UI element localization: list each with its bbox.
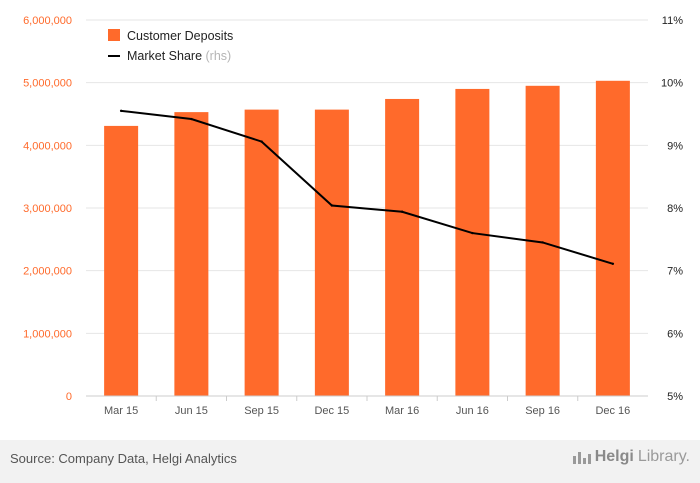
y-axis-left: 0 1,000,000 2,000,000 3,000,000 4,000,000 5,0… bbox=[23, 15, 72, 403]
bar-customer-deposits bbox=[314, 109, 349, 396]
y-right-tick-label: 9% bbox=[667, 140, 683, 152]
x-tick-label: Mar 16 bbox=[385, 405, 419, 417]
bar-customer-deposits bbox=[104, 125, 139, 396]
y-left-tick-label: 5,000,000 bbox=[23, 78, 72, 90]
line-series-market-share bbox=[119, 109, 615, 265]
market-share-point bbox=[330, 204, 334, 207]
x-tick-label: Jun 16 bbox=[456, 405, 489, 417]
x-axis: Mar 15 Jun 15 Sep 15 Dec 15 Mar 16 Jun 16 Sep … bbox=[86, 395, 648, 417]
x-tick-label: Dec 15 bbox=[314, 405, 349, 417]
x-tick-label: Sep 16 bbox=[525, 405, 560, 417]
y-left-tick-label: 1,000,000 bbox=[23, 328, 72, 340]
legend-label-deposits: Customer Deposits bbox=[127, 29, 233, 43]
y-right-tick-label: 10% bbox=[661, 78, 683, 90]
brand-prefix: Helgi bbox=[594, 448, 634, 465]
x-tick-label: Mar 15 bbox=[104, 405, 138, 417]
market-share-line bbox=[121, 109, 614, 265]
bar-customer-deposits bbox=[244, 109, 279, 396]
x-tick-label: Jun 15 bbox=[175, 405, 208, 417]
y-right-tick-label: 7% bbox=[667, 266, 683, 278]
market-share-point bbox=[260, 140, 263, 143]
market-share-point bbox=[471, 231, 474, 235]
market-share-point bbox=[541, 241, 544, 244]
bar-customer-deposits bbox=[595, 80, 630, 396]
bar-customer-deposits bbox=[455, 88, 490, 396]
legend-swatch-deposits bbox=[108, 29, 120, 41]
brand-suffix: Library. bbox=[637, 448, 690, 465]
market-share-point bbox=[400, 210, 404, 213]
footer: Source: Company Data, Helgi Analytics He… bbox=[0, 440, 700, 483]
y-left-tick-label: 4,000,000 bbox=[23, 140, 72, 152]
market-share-point bbox=[119, 109, 123, 113]
y-left-tick-label: 6,000,000 bbox=[23, 15, 72, 27]
legend-label-market-share: Market Share (rhs) bbox=[127, 49, 231, 63]
x-tick-label: Dec 16 bbox=[595, 405, 630, 417]
brand-logo: Helgi Library. bbox=[572, 448, 690, 466]
market-share-point bbox=[611, 262, 615, 265]
market-share-point bbox=[190, 117, 193, 121]
chart: 0 1,000,000 2,000,000 3,000,000 4,000,000 5,0… bbox=[23, 15, 683, 417]
legend: Customer Deposits Market Share (rhs) bbox=[108, 29, 233, 63]
y-left-tick-label: 0 bbox=[66, 391, 72, 403]
bar-customer-deposits bbox=[385, 98, 420, 397]
gridlines bbox=[86, 19, 648, 334]
y-right-tick-label: 5% bbox=[667, 391, 683, 403]
bar-series-customer-deposits bbox=[104, 80, 630, 397]
y-right-tick-label: 6% bbox=[667, 328, 683, 340]
y-right-tick-label: 11% bbox=[662, 15, 683, 27]
y-left-tick-label: 2,000,000 bbox=[23, 266, 72, 278]
source-note: Source: Company Data, Helgi Analytics bbox=[10, 451, 237, 466]
x-tick-label: Sep 15 bbox=[244, 405, 279, 417]
y-left-tick-label: 3,000,000 bbox=[23, 203, 72, 215]
library-icon bbox=[572, 450, 591, 464]
y-right-tick-label: 8% bbox=[667, 203, 683, 215]
bar-customer-deposits bbox=[174, 112, 209, 397]
y-axis-right: 5% 6% 7% 8% 9% 10% 11% bbox=[661, 15, 683, 403]
